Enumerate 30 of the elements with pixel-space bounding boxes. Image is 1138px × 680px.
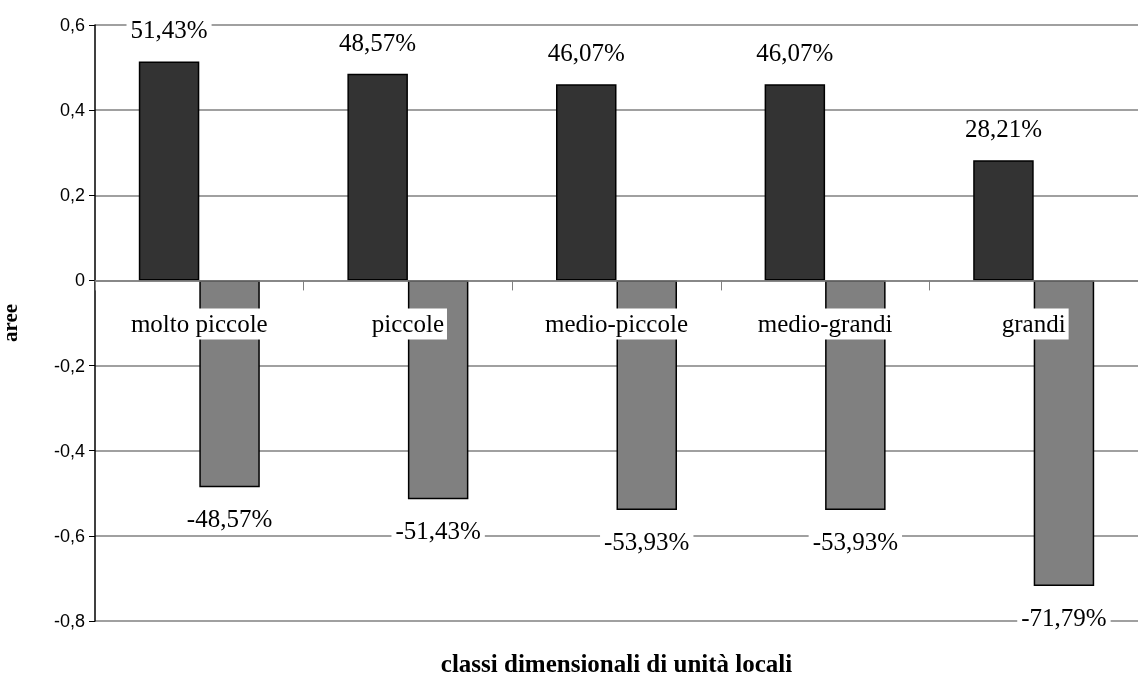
y-tick-label: -0,6 [53,525,85,546]
x-tick-label: medio-grandi [757,310,893,338]
data-label: -53,93% [812,528,899,556]
y-tick-label: 0,6 [59,15,85,35]
data-label: -53,93% [604,528,690,556]
y-tick-label: 0,4 [59,100,85,121]
data-label: 28,21% [964,115,1042,143]
y-tick-label: -0,2 [53,355,85,376]
x-tick-label: grandi [1001,310,1066,338]
x-tick-label: medio-piccole [545,310,688,338]
y-tick-label: -0,8 [53,611,85,631]
y-tick-label: 0 [74,270,85,291]
x-tick-label: molto piccole [130,310,268,338]
bar [138,61,200,281]
bar [347,73,408,281]
data-label: 46,07% [756,39,834,67]
x-axis-title: classi dimensionali di unità locali [440,649,793,677]
bar [764,84,826,281]
x-tick-label: piccole [371,310,444,338]
data-label: 51,43% [130,16,208,44]
bar [973,160,1034,281]
y-tick-label: 0,2 [59,185,85,206]
bar [556,84,617,281]
data-label: -48,57% [186,505,273,533]
data-label: -71,79% [1021,604,1107,632]
data-label: 46,07% [547,39,625,67]
data-label: 48,57% [339,28,417,56]
y-axis-title: aree [0,303,22,343]
data-label: -51,43% [395,517,481,545]
y-tick-label: -0,4 [53,440,85,461]
